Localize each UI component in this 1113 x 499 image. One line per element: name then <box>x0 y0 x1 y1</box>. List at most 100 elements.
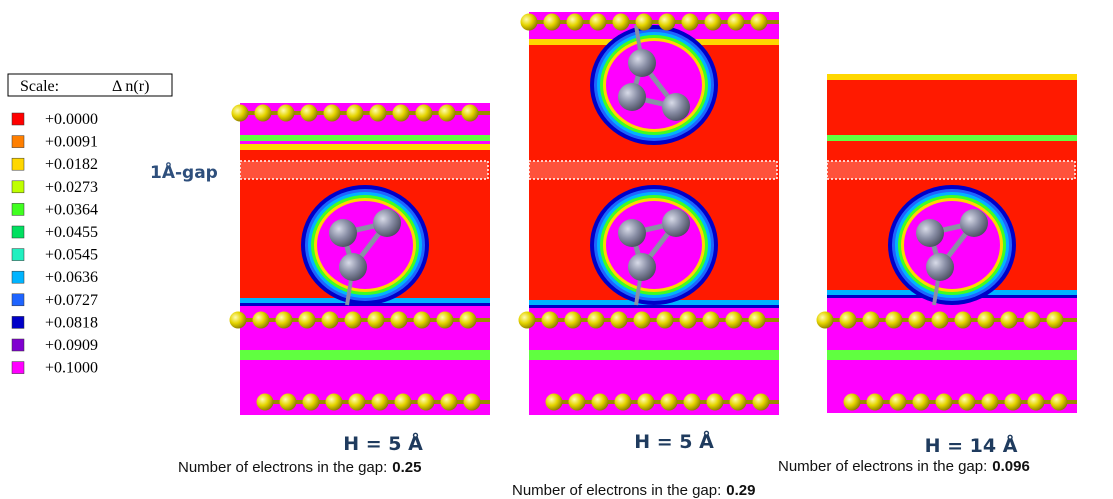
legend-swatch <box>12 226 24 238</box>
gold-atom <box>303 394 320 411</box>
gold-atom <box>613 14 630 31</box>
gold-atom <box>1028 394 1045 411</box>
gold-atom <box>521 14 538 31</box>
gold-atom <box>955 312 972 329</box>
gold-atom <box>391 312 408 329</box>
gold-atom <box>322 312 339 329</box>
gold-atom <box>345 312 362 329</box>
gap-label: 1Å-gap <box>150 160 218 183</box>
panel-heading: H = 5 Å <box>343 431 423 455</box>
gold-atom <box>909 312 926 329</box>
legend-swatch <box>12 294 24 306</box>
gold-atom <box>867 394 884 411</box>
gold-atom <box>1024 312 1041 329</box>
legend-swatch <box>12 158 24 170</box>
panel-heading: H = 5 Å <box>634 429 714 453</box>
gold-atom <box>890 394 907 411</box>
gold-atom <box>615 394 632 411</box>
carbon-atom <box>618 83 646 111</box>
gold-atom <box>546 394 563 411</box>
legend-swatch <box>12 113 24 125</box>
gold-atom <box>280 394 297 411</box>
gap-electrons: 0.25 <box>392 459 421 476</box>
gold-atom <box>728 14 745 31</box>
gold-atom <box>418 394 435 411</box>
gold-atom <box>913 394 930 411</box>
legend-swatch <box>12 181 24 193</box>
gold-atom <box>257 394 274 411</box>
legend-title: Scale: <box>20 78 59 95</box>
gold-atom <box>1051 394 1068 411</box>
legend-label: +0.0273 <box>45 179 98 196</box>
gold-atom <box>705 14 722 31</box>
gold-atom <box>588 312 605 329</box>
gold-atom <box>368 312 385 329</box>
panel-caption: Number of electrons in the gap: 0.25 <box>178 459 422 476</box>
carbon-atom <box>628 49 656 77</box>
gold-atom <box>680 312 697 329</box>
legend-swatch <box>12 249 24 261</box>
legend-label: +0.0455 <box>45 224 98 241</box>
gold-atom <box>638 394 655 411</box>
gold-atom <box>636 14 653 31</box>
gold-atom <box>703 312 720 329</box>
legend-label: +0.0182 <box>45 156 98 173</box>
gap-region <box>827 161 1075 179</box>
density-band <box>827 350 1077 360</box>
carbon-atom <box>960 209 988 237</box>
legend-quantity: Δ n(r) <box>112 78 149 95</box>
legend-swatch <box>12 136 24 148</box>
gap-electrons: 0.29 <box>726 482 755 499</box>
legend-swatch <box>12 316 24 328</box>
gold-atom <box>464 394 481 411</box>
legend-label: +0.0000 <box>45 111 98 128</box>
gold-atom <box>324 105 341 122</box>
gold-atom <box>349 394 366 411</box>
gold-atom <box>749 312 766 329</box>
gold-atom <box>751 14 768 31</box>
legend-label: +0.0818 <box>45 314 98 331</box>
gold-atom <box>519 312 536 329</box>
gold-atom <box>592 394 609 411</box>
gold-atom <box>726 312 743 329</box>
gap-region <box>529 161 777 179</box>
gold-atom <box>753 394 770 411</box>
gold-atom <box>462 105 479 122</box>
gold-atom <box>932 312 949 329</box>
gold-atom <box>565 312 582 329</box>
caption-text: Number of electrons in the gap: <box>178 459 387 476</box>
legend-swatch <box>12 203 24 215</box>
gold-atom <box>437 312 454 329</box>
gold-atom <box>544 14 561 31</box>
gold-atom <box>959 394 976 411</box>
gold-atom <box>1047 312 1064 329</box>
gold-atom <box>395 394 412 411</box>
carbon-atom <box>916 219 944 247</box>
legend-label: +0.0727 <box>45 292 98 309</box>
density-band <box>827 74 1077 80</box>
gold-atom <box>460 312 477 329</box>
legend-swatch <box>12 271 24 283</box>
legend-label: +0.0364 <box>45 201 98 218</box>
gold-atom <box>278 105 295 122</box>
figure-canvas: Scale: Δ n(r) 1Å-gap +0.0000+0.0091+0.01… <box>0 0 1113 499</box>
density-contour <box>317 201 413 289</box>
gold-atom <box>253 312 270 329</box>
gold-atom <box>299 312 316 329</box>
gold-atom <box>886 312 903 329</box>
legend-label: +0.0909 <box>45 337 98 354</box>
carbon-atom <box>662 209 690 237</box>
gold-atom <box>659 14 676 31</box>
gold-atom <box>232 105 249 122</box>
gold-atom <box>416 105 433 122</box>
gap-region <box>240 161 488 179</box>
carbon-atom <box>618 219 646 247</box>
density-band <box>240 350 490 360</box>
gold-atom <box>347 105 364 122</box>
legend-swatch <box>12 339 24 351</box>
density-band <box>240 144 490 150</box>
gold-atom <box>661 394 678 411</box>
gold-atom <box>441 394 458 411</box>
density-band <box>529 350 779 360</box>
gold-atom <box>682 14 699 31</box>
